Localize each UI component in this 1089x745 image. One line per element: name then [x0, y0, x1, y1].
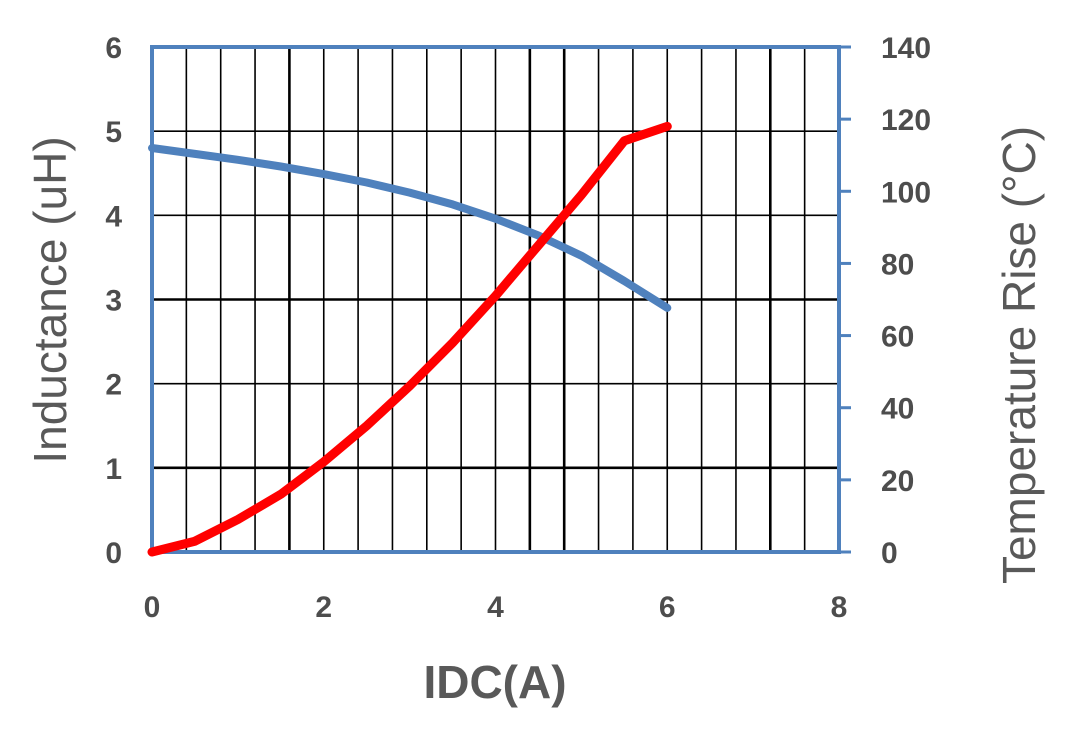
x-ticks: 0 2 4 6 8	[144, 591, 848, 624]
x-axis-title: IDC(A)	[423, 656, 566, 708]
y-right-tick-label: 0	[881, 537, 898, 570]
y-right-tick-label: 140	[881, 32, 931, 65]
plot-frame	[150, 45, 841, 554]
y-left-tick-label: 6	[105, 32, 122, 65]
y-right-tick-label: 100	[881, 176, 931, 209]
y-right-tick-label: 80	[881, 248, 914, 281]
y-left-tick-label: 5	[105, 116, 122, 149]
x-tick-label: 6	[659, 591, 676, 624]
y-right-tick-label: 20	[881, 465, 914, 498]
x-tick-label: 0	[144, 591, 161, 624]
x-tick-label: 2	[315, 591, 332, 624]
temperature-rise-line	[147, 121, 672, 557]
y-left-axis-title: Inductance (uH)	[24, 136, 76, 463]
x-tick-label: 8	[831, 591, 848, 624]
y-left-tick-label: 0	[105, 537, 122, 570]
series-layer	[147, 121, 672, 557]
y-left-ticks: 0 1 2 3 4 5 6	[105, 32, 122, 570]
inductance-line	[148, 144, 672, 312]
y-left-tick-label: 3	[105, 285, 122, 318]
grid-major	[152, 47, 839, 552]
y-left-tick-label: 2	[105, 369, 122, 402]
y-right-axis-title: Temperature Rise (°C)	[993, 126, 1045, 584]
y-right-tick-label: 120	[881, 104, 931, 137]
y-left-tick-label: 4	[105, 200, 122, 233]
y-right-tick-label: 40	[881, 393, 914, 426]
x-tick-label: 4	[487, 591, 504, 624]
y-left-tick-label: 1	[105, 453, 122, 486]
y-right-tick-label: 60	[881, 321, 914, 354]
y-right-ticks: 0 20 40 60 80 100 120 140	[839, 32, 931, 570]
